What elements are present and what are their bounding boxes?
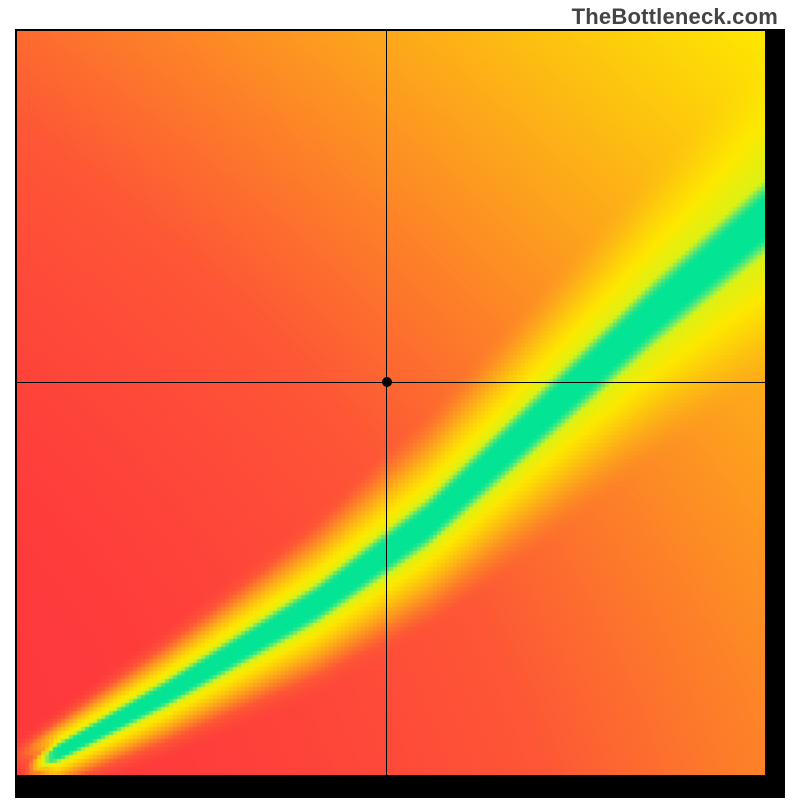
- figure-root: TheBottleneck.com: [0, 0, 800, 800]
- heatmap-canvas: [17, 31, 765, 775]
- watermark-text: TheBottleneck.com: [572, 4, 778, 30]
